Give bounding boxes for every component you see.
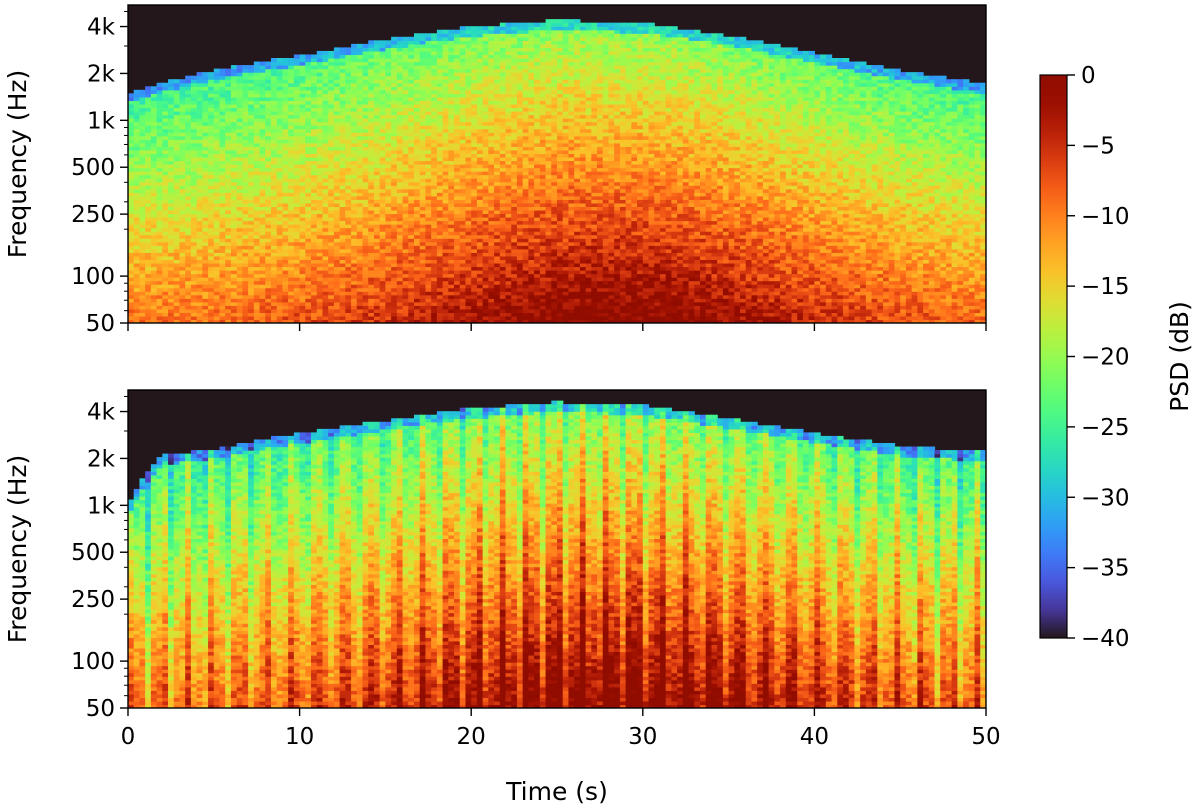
y-tick-label: 500	[71, 155, 115, 181]
y-tick-label: 4k	[87, 400, 116, 426]
colorbar-tick-label: −35	[1081, 556, 1130, 582]
y-tick-label: 1k	[87, 493, 116, 519]
x-tick-label: 20	[457, 724, 486, 750]
colorbar-tick-label: −5	[1081, 133, 1115, 159]
x-tick-label: 30	[628, 724, 657, 750]
colorbar-tick-label: −20	[1081, 345, 1130, 371]
colorbar-tick-label: −30	[1081, 485, 1130, 511]
colorbar: 0 −5 −10 −15 −20 −25 −30 −35 −40 PSD (dB)	[1039, 63, 1194, 652]
x-tick-label: 50	[971, 724, 1000, 750]
y-tick-label: 50	[86, 311, 115, 337]
y-tick-label: 100	[71, 649, 115, 675]
spectrogram-panel-1: 50 100 250 500 1k 2k 4k Frequency (Hz)	[3, 4, 987, 337]
colorbar-tick-label: 0	[1081, 63, 1096, 89]
x-axis-title: Time (s)	[505, 777, 608, 806]
spectrogram-cells	[128, 400, 986, 708]
y-tick-label: 100	[71, 264, 115, 290]
colorbar-gradient	[1039, 74, 1068, 639]
y-tick-label: 2k	[87, 446, 116, 472]
x-tick-label: 10	[285, 724, 314, 750]
y-axis-title: Frequency (Hz)	[3, 70, 32, 259]
y-tick-label: 2k	[87, 61, 116, 87]
colorbar-tick-label: −25	[1081, 415, 1130, 441]
spectrogram-cells	[128, 19, 986, 323]
spectrogram-panel-2: 50 100 250 500 1k 2k 4k 0 10 20 30 40 50 Frequency (H…	[3, 389, 1001, 750]
colorbar-tick-label: −40	[1081, 626, 1130, 652]
y-tick-label: 250	[71, 202, 115, 228]
x-tick-label: 0	[121, 724, 136, 750]
y-tick-label: 1k	[87, 108, 116, 134]
y-axis-title: Frequency (Hz)	[3, 455, 32, 644]
y-tick-label: 250	[71, 587, 115, 613]
colorbar-title: PSD (dB)	[1165, 301, 1194, 412]
y-tick-label: 500	[71, 540, 115, 566]
plot-frame	[127, 4, 987, 324]
y-tick-label: 4k	[87, 15, 116, 41]
y-tick-label: 50	[86, 696, 115, 722]
colorbar-tick-label: −10	[1081, 204, 1130, 230]
colorbar-tick-label: −15	[1081, 274, 1130, 300]
plot-frame	[127, 389, 987, 709]
x-tick-label: 40	[800, 724, 829, 750]
